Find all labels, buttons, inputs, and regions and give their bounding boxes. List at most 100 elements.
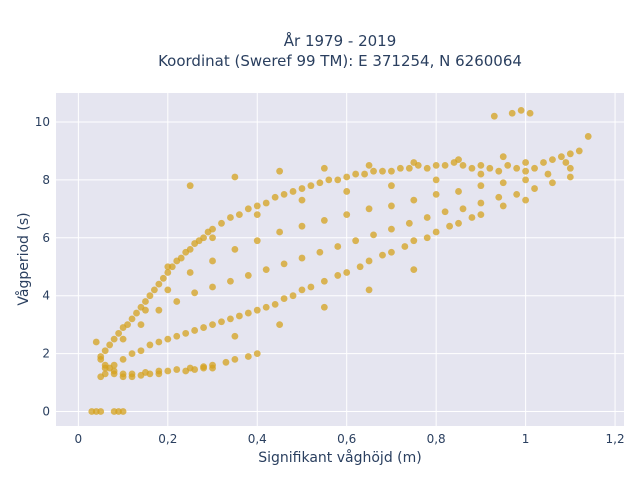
data-point [209,234,216,242]
data-point [405,164,413,172]
data-point [209,283,216,291]
y-tick-label: 6 [42,231,50,245]
data-point [477,161,485,169]
data-point [280,190,288,198]
data-point [209,364,216,372]
data-point [244,309,252,317]
data-point [540,159,547,166]
y-tick-label: 10 [35,115,50,129]
data-point [119,356,127,363]
data-point [401,243,409,250]
data-point [182,329,190,337]
plot-area [56,93,624,426]
data-point [235,211,243,219]
data-point [280,295,288,302]
data-point [432,228,440,236]
data-point [343,188,351,195]
x-tick-label: 0,4 [248,432,267,446]
data-point [231,332,239,340]
data-point [410,266,418,274]
data-point [298,254,306,262]
data-point [320,277,328,285]
data-point [388,202,395,210]
data-point [522,176,530,184]
data-point [379,167,386,175]
data-point [522,159,530,166]
x-axis-ticks: 0 0,2 0,4 0,6 0,8 1 1,2 [75,432,625,446]
data-point [575,147,583,155]
data-point [316,179,324,187]
data-point [544,170,552,178]
data-point [191,366,199,373]
data-point [244,272,252,279]
data-point [499,179,507,187]
data-point [164,263,172,271]
data-point [307,182,315,190]
data-point [405,219,413,227]
data-point [128,373,136,381]
data-point [566,164,574,172]
data-point [128,350,136,358]
data-point [146,370,154,378]
data-point [477,182,485,190]
data-point [155,338,163,346]
data-point [549,156,556,164]
data-point [499,153,507,161]
data-point [119,408,127,415]
data-point [231,173,239,181]
data-point [334,176,342,184]
data-point [200,234,207,242]
data-point [218,219,225,227]
data-point [271,193,279,201]
data-point [325,176,333,184]
data-point [455,219,462,227]
data-point [231,356,239,363]
data-point [566,150,574,158]
y-tick-label: 4 [42,289,50,303]
data-point [477,170,485,178]
data-point [119,373,127,381]
y-tick-label: 8 [42,173,50,187]
data-point [432,176,440,184]
data-point [298,196,306,204]
data-point [262,199,270,207]
data-point [218,318,225,326]
data-point [164,367,172,375]
x-tick-label: 0 [75,432,83,446]
data-point [441,161,449,169]
data-point [361,170,368,178]
data-point [173,298,181,305]
data-point [513,164,521,172]
data-point [128,315,136,323]
data-point [244,353,252,360]
data-point [200,324,207,331]
data-point [173,332,181,340]
data-point [289,292,297,300]
data-point [155,280,163,288]
data-point [164,335,172,343]
data-point [191,327,199,334]
data-point [522,196,530,204]
data-point [119,335,127,343]
data-point [334,272,342,279]
data-point [155,306,163,314]
data-point [446,222,453,230]
chart-title-line1: År 1979 - 2019 [284,31,397,50]
data-point [526,109,534,117]
data-point [276,321,284,329]
data-point [410,237,418,245]
x-tick-label: 1,2 [606,432,625,446]
data-point [320,217,328,224]
data-point [262,266,270,274]
data-point [459,161,467,169]
data-point [388,167,395,175]
data-point [298,185,306,192]
data-point [423,234,431,242]
data-point [388,225,395,233]
data-point [235,312,243,320]
data-point [584,133,592,140]
data-point [101,347,109,355]
data-point [101,361,109,369]
data-point [115,329,123,337]
data-point [459,205,467,213]
